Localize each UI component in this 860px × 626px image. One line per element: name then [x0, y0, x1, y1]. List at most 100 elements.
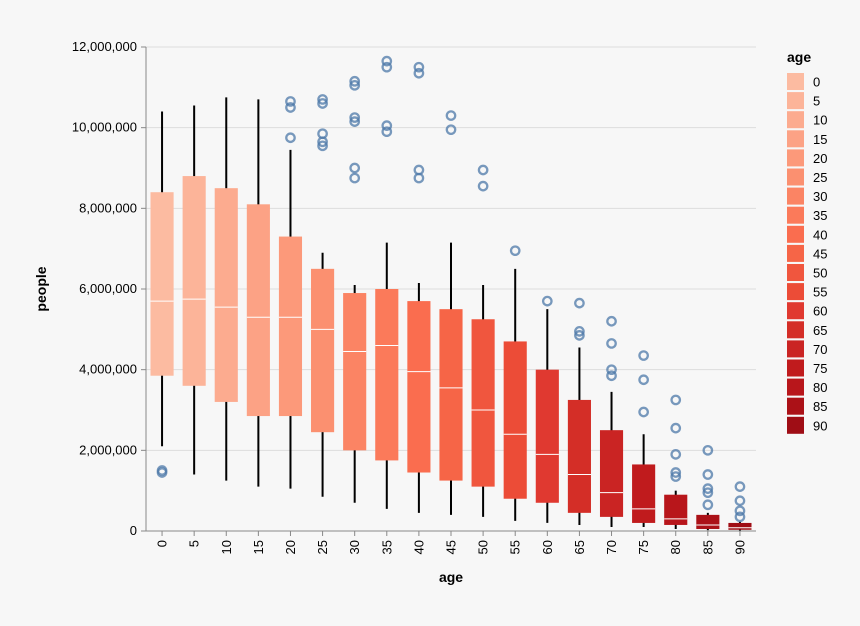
- outlier-point: [734, 511, 746, 523]
- legend-item: 30: [787, 187, 827, 205]
- box: [632, 464, 656, 523]
- box-35: [375, 242, 399, 509]
- box-65: [567, 347, 591, 525]
- legend-swatch: [787, 397, 804, 415]
- legend-item: 90: [787, 416, 827, 434]
- outlier-point: [702, 444, 714, 456]
- legend-swatch: [787, 340, 804, 358]
- legend-label: 80: [813, 380, 827, 395]
- box: [278, 236, 303, 417]
- box: [728, 522, 752, 530]
- outlier-point: [285, 96, 296, 107]
- outlier-point: [541, 295, 553, 307]
- x-tick-label: 0: [155, 540, 170, 547]
- legend-item: 35: [787, 206, 827, 224]
- box: [214, 188, 238, 402]
- box-50: [471, 284, 495, 517]
- box-series: [150, 97, 752, 531]
- legend-item: 60: [787, 302, 827, 320]
- x-tick-label: 60: [540, 540, 555, 554]
- legend-label: 30: [813, 189, 827, 204]
- outlier-point: [317, 98, 328, 109]
- legend-item: 80: [787, 378, 827, 396]
- outlier-point: [702, 469, 714, 480]
- x-tick-label: 75: [636, 540, 651, 554]
- y-axis-label: people: [33, 266, 49, 311]
- y-tick-label: 4,000,000: [79, 362, 137, 377]
- outlier-point: [606, 370, 617, 382]
- legend-item: 0: [787, 73, 820, 90]
- outlier-point: [477, 164, 489, 176]
- box-30: [343, 284, 367, 503]
- legend-item: 50: [787, 264, 827, 281]
- outlier-point: [285, 132, 296, 144]
- x-tick-label: 65: [572, 540, 587, 554]
- outlier-point: [349, 116, 361, 127]
- outlier-point: [638, 374, 649, 386]
- outlier-point: [670, 394, 682, 406]
- x-tick-label: 35: [379, 540, 394, 554]
- box: [503, 341, 527, 499]
- y-tick-label: 12,000,000: [72, 39, 137, 54]
- legend-label: 75: [813, 361, 827, 376]
- legend-swatch: [787, 321, 804, 339]
- box-60: [535, 309, 559, 523]
- box-10: [214, 97, 238, 481]
- legend-label: 20: [813, 151, 827, 166]
- outlier-point: [349, 112, 361, 123]
- box: [182, 176, 206, 386]
- box: [246, 204, 270, 417]
- box-55: [503, 268, 527, 521]
- box: [311, 268, 335, 433]
- legend-label: 45: [813, 246, 827, 261]
- legend-label: 0: [813, 75, 820, 90]
- legend-item: 55: [787, 283, 827, 301]
- outlier-point: [734, 495, 746, 507]
- outlier-point: [349, 172, 361, 184]
- x-axis-label: age: [439, 569, 463, 585]
- legend-item: 45: [787, 244, 827, 262]
- legend-item: 40: [787, 225, 827, 243]
- x-tick-label: 70: [604, 540, 619, 554]
- legend-swatch: [787, 168, 804, 186]
- outlier-point: [606, 338, 617, 349]
- x-tick-label: 80: [668, 540, 683, 554]
- outlier-point: [670, 467, 682, 478]
- box-15: [246, 99, 270, 487]
- y-tick-label: 6,000,000: [79, 281, 137, 296]
- legend-item: 10: [787, 111, 827, 129]
- x-tick-label: 5: [187, 540, 202, 547]
- box: [471, 319, 495, 487]
- box-85: [696, 512, 720, 531]
- legend-label: 90: [813, 418, 827, 433]
- x-axis-ticks: 0 5 10 15 20 25 30 35 40 45 50 55 60 65 70 75 80 85 90: [155, 531, 747, 554]
- outlier-point: [349, 79, 361, 91]
- outlier-point: [317, 94, 328, 105]
- outlier-point: [606, 315, 617, 327]
- box-5: [182, 105, 206, 475]
- legend-item: 85: [787, 397, 827, 415]
- outlier-point: [317, 140, 328, 152]
- box: [664, 494, 688, 525]
- y-tick-label: 10,000,000: [72, 120, 137, 135]
- legend-label: 10: [813, 113, 827, 128]
- outlier-point: [317, 128, 328, 140]
- outlier-point: [702, 499, 714, 511]
- legend-label: 60: [813, 304, 827, 319]
- box: [599, 430, 624, 517]
- outlier-point: [285, 102, 296, 113]
- legend-label: 40: [813, 227, 827, 242]
- x-tick-label: 30: [347, 540, 362, 554]
- legend-swatch: [787, 73, 804, 90]
- legend-label: 25: [813, 170, 827, 185]
- x-tick-label: 20: [283, 540, 298, 554]
- outlier-point: [413, 61, 425, 73]
- outlier-point: [638, 350, 649, 361]
- legend-label: 35: [813, 208, 827, 223]
- outlier-point: [734, 481, 746, 492]
- outlier-points: [156, 55, 746, 523]
- legend-title: age: [787, 49, 811, 65]
- box-40: [407, 282, 431, 513]
- outlier-point: [670, 471, 682, 482]
